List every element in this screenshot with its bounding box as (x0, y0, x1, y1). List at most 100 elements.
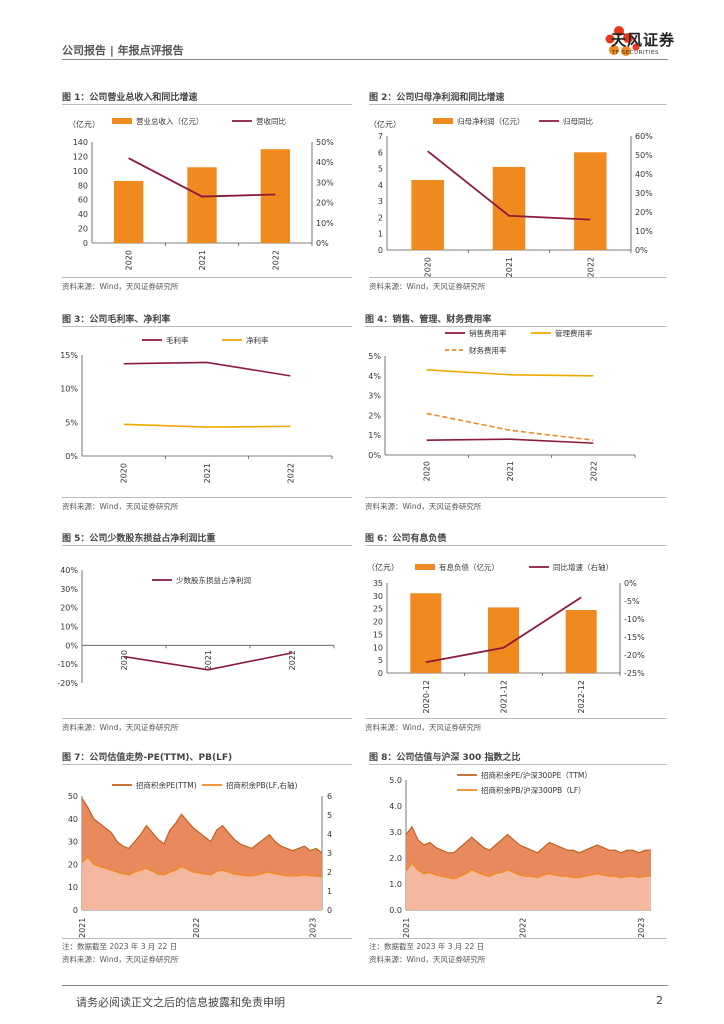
legend-bar: 营业总收入（亿元） (136, 116, 204, 126)
figure-3-title: 图 3：公司毛利率、净利率 (62, 315, 171, 325)
series-line-lower (81, 855, 323, 878)
y-tick-label: 6 (378, 148, 383, 157)
figure-6-rule (365, 545, 667, 546)
x-tick-label: 2021 (198, 250, 207, 270)
figure-4-title: 图 4：销售、管理、财务费用率 (365, 315, 492, 325)
bar (260, 149, 290, 243)
figure-2-title: 图 2：公司归母净利润和同比增速 (369, 93, 505, 103)
page-number: 2 (656, 994, 663, 1007)
tf-logo-icon (605, 26, 640, 56)
x-tick-label: 2022 (286, 463, 295, 483)
y2-tick-label: 0% (635, 246, 648, 255)
figure-8-note-rule (369, 938, 667, 939)
legend-bar-swatch (112, 118, 132, 124)
x-tick-label: 2022 (518, 918, 527, 938)
figure-7-note-rule (62, 938, 352, 939)
y-tick-label: 20 (78, 225, 88, 234)
y-tick-label: 15 (373, 630, 383, 639)
x-tick-label: 2022 (271, 250, 280, 270)
x-tick-label: 2020 (424, 257, 433, 277)
y-tick-label: 120 (73, 152, 88, 161)
y2-tick-label: 20% (635, 208, 653, 217)
y-tick-label: -10% (57, 660, 78, 669)
legend-item: 销售费用率 (469, 328, 507, 338)
figure-3-source: 资料来源：Wind，天风证券研究所 (62, 502, 179, 511)
y2-tick-label: 40% (635, 170, 653, 179)
y-tick-label: 30 (68, 838, 78, 847)
y-tick-label: 7 (378, 132, 383, 141)
figure-6-source-rule (365, 718, 667, 719)
y-tick-label: 35 (373, 579, 383, 588)
figure-5-rule (62, 545, 352, 546)
x-tick-label: 2021 (78, 918, 87, 938)
figure-2-source: 资料来源：Wind，天风证券研究所 (369, 282, 486, 291)
y2-tick-label: 6 (327, 792, 332, 801)
y-tick-label: 50 (68, 792, 78, 801)
legend-item: 净利率 (246, 335, 269, 345)
y2-tick-label: 30% (316, 178, 334, 187)
figure-1-rule (62, 104, 352, 105)
legend-item: 毛利率 (166, 335, 189, 345)
legend-item: 招商积余PE/沪深300PE（TTM） (481, 770, 592, 780)
series-line (128, 157, 276, 198)
figure-3-source-rule (62, 497, 352, 498)
legend-item: 招商积余PB(LF,右轴) (226, 780, 297, 790)
logo-text: 天风证券 (611, 31, 676, 49)
chart-valuation-vs-hs300: 0.0 1.0 2.0 3.0 4.0 5.0 2021 2022 2023 招商积余PE/沪深3… (389, 770, 651, 938)
figure-2-source-rule (369, 277, 667, 278)
y-tick-label: 30 (373, 592, 383, 601)
y-tick-label: 0 (378, 246, 383, 255)
series-line-lower (405, 862, 651, 880)
y-axis-unit: （亿元） (367, 562, 399, 572)
x-tick-label: 2023 (637, 918, 646, 938)
y-tick-label: 1 (378, 230, 383, 239)
y-tick-label: 40 (78, 210, 88, 219)
x-tick-label: 2022 (589, 461, 598, 481)
legend-item: 招商积余PB/沪深300PB（LF） (481, 785, 586, 795)
bar (411, 179, 444, 250)
y-axis-unit: （亿元） (68, 119, 100, 129)
y-tick-label: 4.0 (389, 802, 402, 811)
series-line (427, 150, 591, 221)
y-tick-label: 5% (368, 352, 381, 361)
y-tick-label: 10 (68, 883, 78, 892)
y-tick-label: 0 (378, 669, 383, 678)
x-tick-label: 2021 (506, 461, 515, 481)
y2-tick-label: 4 (327, 830, 332, 839)
legend-line: 归母同比 (563, 116, 593, 126)
y-tick-label: 2.0 (389, 854, 402, 863)
y2-tick-label: 3 (327, 849, 332, 858)
series-line (426, 412, 594, 441)
x-tick-label: 2023 (308, 918, 317, 938)
figure-7-rule (62, 764, 352, 765)
y-tick-label: 80 (78, 181, 88, 190)
figure-8-rule (369, 764, 667, 765)
area-lower (406, 863, 651, 910)
y2-tick-label: -20% (624, 651, 645, 660)
y-tick-label: 40 (68, 815, 78, 824)
footer-divider (62, 985, 668, 986)
y2-tick-label: 10% (316, 219, 334, 228)
bar (574, 152, 607, 250)
x-tick-label: 2022 (192, 918, 201, 938)
figure-5-source: 资料来源：Wind，天风证券研究所 (62, 723, 179, 732)
y-tick-label: 40% (60, 566, 78, 575)
y-tick-label: 60 (78, 196, 88, 205)
y-tick-label: 4 (378, 181, 383, 190)
y-tick-label: 0.0 (389, 906, 402, 915)
bar (187, 167, 217, 243)
figure-2-rule (369, 104, 667, 105)
figure-8-source: 资料来源：Wind，天风证券研究所 (369, 955, 486, 964)
chart-minority-interest: -20% -10% 0% 10% 20% 30% 40% 2020 2021 2022 少数股东损益… (57, 566, 335, 688)
y-tick-label: 15% (60, 351, 78, 360)
figure-3-rule (62, 326, 352, 327)
figure-8-note: 注：数据截至 2023 年 3 月 22 日 (369, 942, 485, 951)
x-tick-label: 2021 (203, 463, 212, 483)
figure-6-source: 资料来源：Wind，天风证券研究所 (365, 723, 482, 732)
figure-5-title: 图 5：公司少数股东损益占净利润比重 (62, 534, 216, 544)
y-tick-label: 3.0 (389, 828, 402, 837)
figure-8-title: 图 8：公司估值与沪深 300 指数之比 (369, 753, 521, 763)
series-line (425, 596, 582, 664)
y-tick-label: 1% (368, 431, 381, 440)
y-tick-label: 0% (65, 641, 78, 650)
